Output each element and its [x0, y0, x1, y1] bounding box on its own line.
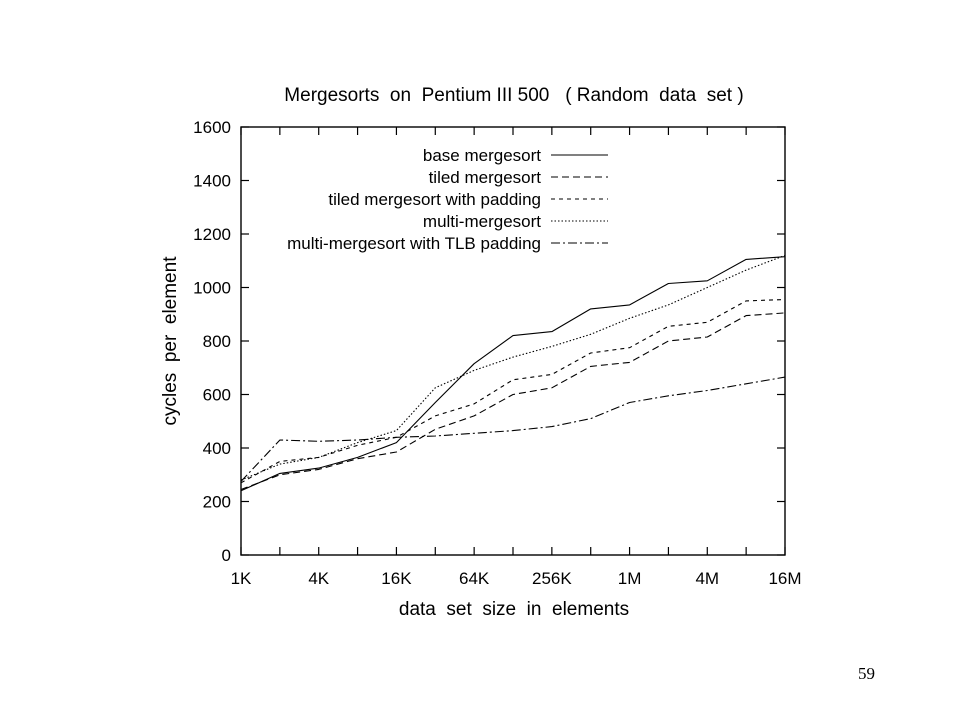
series-line-4: [240, 254, 786, 481]
series-line-3: [240, 298, 786, 484]
series-line-5: [240, 376, 786, 482]
page-number: 59: [858, 664, 875, 683]
y-tick-label: 1400: [193, 172, 231, 191]
y-tick-label: 1600: [193, 118, 231, 137]
series-line-2: [240, 312, 786, 491]
y-tick-label: 0: [222, 546, 231, 565]
y-axis-label: cycles per element: [160, 256, 181, 426]
x-tick-label: 64K: [459, 569, 490, 588]
x-tick-label: 1M: [618, 569, 642, 588]
x-tick-label: 16M: [768, 569, 801, 588]
x-axis-label: data set size in elements: [399, 599, 629, 620]
y-axis: 0 200 400 600 800 1000 1200 1400 1600: [193, 118, 785, 565]
legend-label: multi-mergesort: [423, 212, 541, 231]
series-lines: [240, 254, 786, 492]
chart-title: Mergesorts on Pentium III 500 ( Random d…: [284, 85, 743, 106]
y-tick-label: 600: [203, 386, 231, 405]
legend-label: tiled mergesort: [429, 168, 542, 187]
x-tick-label: 16K: [381, 569, 412, 588]
x-tick-label: 256K: [532, 569, 572, 588]
y-tick-label: 1200: [193, 225, 231, 244]
x-tick-label: 1K: [231, 569, 252, 588]
y-tick-label: 200: [203, 493, 231, 512]
legend-label: tiled mergesort with padding: [328, 190, 541, 209]
legend-label: multi-mergesort with TLB padding: [287, 234, 541, 253]
x-tick-label: 4M: [695, 569, 719, 588]
legend: base mergesort tiled mergesort tiled merge…: [287, 146, 608, 253]
series-line-1: [240, 256, 786, 492]
x-axis: 1K 4K 16K 64K 256K 1M 4M 16M: [231, 127, 802, 588]
x-tick-label: 4K: [308, 569, 329, 588]
y-tick-label: 400: [203, 439, 231, 458]
y-tick-label: 1000: [193, 279, 231, 298]
y-tick-label: 800: [203, 332, 231, 351]
legend-label: base mergesort: [423, 146, 541, 165]
